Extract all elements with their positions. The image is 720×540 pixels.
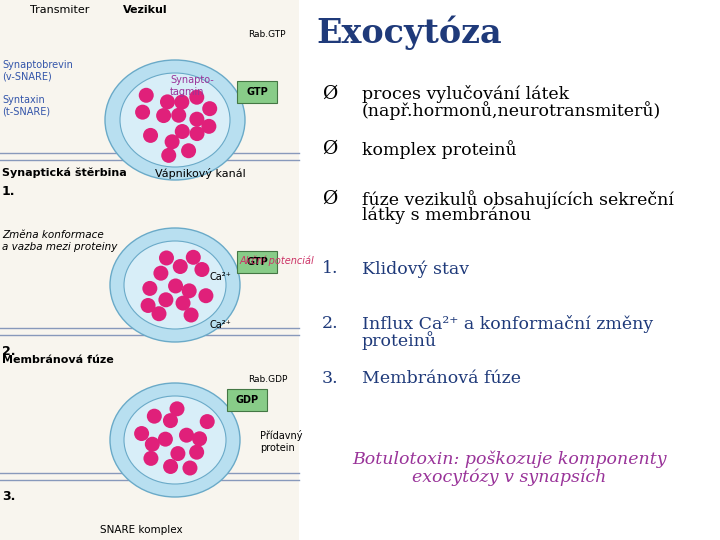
Circle shape: [134, 426, 149, 441]
Circle shape: [156, 108, 171, 123]
Text: 3.: 3.: [2, 490, 15, 503]
Text: 2.: 2.: [2, 345, 16, 358]
Text: komplex proteinů: komplex proteinů: [362, 140, 516, 159]
Ellipse shape: [105, 60, 245, 180]
Circle shape: [189, 90, 204, 105]
FancyBboxPatch shape: [237, 251, 277, 273]
Circle shape: [139, 88, 154, 103]
Ellipse shape: [110, 228, 240, 342]
Circle shape: [182, 461, 197, 476]
Text: Změna konformace
a vazba mezi proteiny: Změna konformace a vazba mezi proteiny: [2, 230, 117, 252]
Circle shape: [143, 281, 158, 296]
Text: Akční potenciál: Akční potenciál: [240, 255, 315, 266]
Circle shape: [189, 112, 204, 127]
Text: 1.: 1.: [2, 185, 16, 198]
Circle shape: [192, 431, 207, 446]
Circle shape: [147, 409, 162, 424]
Text: GTP: GTP: [246, 87, 268, 97]
Text: (např.hormonů,neurotransmiterů): (např.hormonů,neurotransmiterů): [362, 101, 661, 120]
Circle shape: [159, 251, 174, 266]
Ellipse shape: [124, 396, 226, 484]
Circle shape: [143, 128, 158, 143]
Circle shape: [140, 298, 156, 313]
Text: Transmiter: Transmiter: [30, 5, 89, 15]
Circle shape: [171, 108, 186, 123]
Circle shape: [176, 295, 191, 310]
Circle shape: [181, 143, 196, 158]
Text: Influx Ca²⁺ a konformační změny: Influx Ca²⁺ a konformační změny: [362, 315, 653, 333]
Circle shape: [175, 124, 190, 139]
Circle shape: [202, 101, 217, 116]
Ellipse shape: [124, 241, 226, 329]
Circle shape: [184, 307, 199, 322]
Circle shape: [181, 284, 197, 299]
Circle shape: [179, 428, 194, 443]
Circle shape: [163, 459, 178, 474]
FancyBboxPatch shape: [237, 81, 277, 103]
Text: Přídavný
protein: Přídavný protein: [260, 430, 302, 453]
Text: Rab.GTP: Rab.GTP: [248, 30, 286, 39]
Text: Ca²⁺: Ca²⁺: [210, 320, 232, 330]
Circle shape: [168, 279, 183, 293]
Text: Ø: Ø: [322, 85, 337, 103]
Text: Membránová fúze: Membránová fúze: [2, 355, 114, 365]
Text: Membránová fúze: Membránová fúze: [362, 370, 521, 387]
Circle shape: [189, 126, 204, 141]
Text: 2.: 2.: [322, 315, 338, 332]
Text: Ø: Ø: [322, 140, 337, 158]
Circle shape: [158, 431, 173, 447]
FancyBboxPatch shape: [227, 389, 267, 411]
Circle shape: [163, 413, 178, 428]
Text: proces vylučování látek: proces vylučování látek: [362, 85, 569, 103]
Circle shape: [161, 148, 176, 163]
Circle shape: [171, 446, 186, 461]
Text: GDP: GDP: [235, 395, 258, 405]
Circle shape: [186, 250, 201, 265]
Text: Botulotoxin: poškozuje komponenty: Botulotoxin: poškozuje komponenty: [352, 450, 667, 468]
Circle shape: [199, 288, 213, 303]
Text: exocytózy v synapsích: exocytózy v synapsích: [413, 468, 606, 485]
Text: 3.: 3.: [322, 370, 338, 387]
Bar: [0, 0, 299, 540]
Text: Ca²⁺: Ca²⁺: [210, 272, 232, 282]
Text: proteinů: proteinů: [362, 331, 437, 350]
Circle shape: [158, 292, 174, 307]
Circle shape: [189, 444, 204, 460]
Text: 1.: 1.: [322, 260, 338, 277]
Circle shape: [165, 134, 179, 149]
Text: Synapto-
tagmin: Synapto- tagmin: [170, 75, 214, 97]
Text: GTP: GTP: [246, 257, 268, 267]
Text: SNARE komplex: SNARE komplex: [100, 525, 183, 535]
Text: látky s membránou: látky s membránou: [362, 206, 531, 224]
Text: Exocytóza: Exocytóza: [317, 15, 503, 50]
Text: Vápnikový kanál: Vápnikový kanál: [155, 168, 246, 179]
Circle shape: [153, 266, 168, 281]
Circle shape: [160, 94, 175, 110]
Text: Syntaxin
(t-SNARE): Syntaxin (t-SNARE): [2, 95, 50, 117]
Text: Ø: Ø: [322, 190, 337, 208]
Circle shape: [169, 401, 184, 416]
Text: Synaptobrevin
(v-SNARE): Synaptobrevin (v-SNARE): [2, 60, 73, 82]
Text: Synaptická štěrbina: Synaptická štěrbina: [2, 168, 127, 179]
Circle shape: [173, 259, 188, 274]
Ellipse shape: [110, 383, 240, 497]
Text: Vezikul: Vezikul: [122, 5, 167, 15]
Circle shape: [194, 262, 210, 277]
Ellipse shape: [120, 73, 230, 167]
Circle shape: [174, 94, 189, 110]
Text: fúze vezikulů obsahujících sekreční: fúze vezikulů obsahujících sekreční: [362, 190, 674, 209]
Circle shape: [145, 437, 160, 452]
Circle shape: [135, 105, 150, 120]
Circle shape: [199, 414, 215, 429]
Text: Klidový stav: Klidový stav: [362, 260, 469, 278]
Text: Rab.GDP: Rab.GDP: [248, 375, 287, 384]
Circle shape: [151, 306, 166, 321]
Circle shape: [143, 451, 158, 466]
Circle shape: [202, 119, 217, 134]
